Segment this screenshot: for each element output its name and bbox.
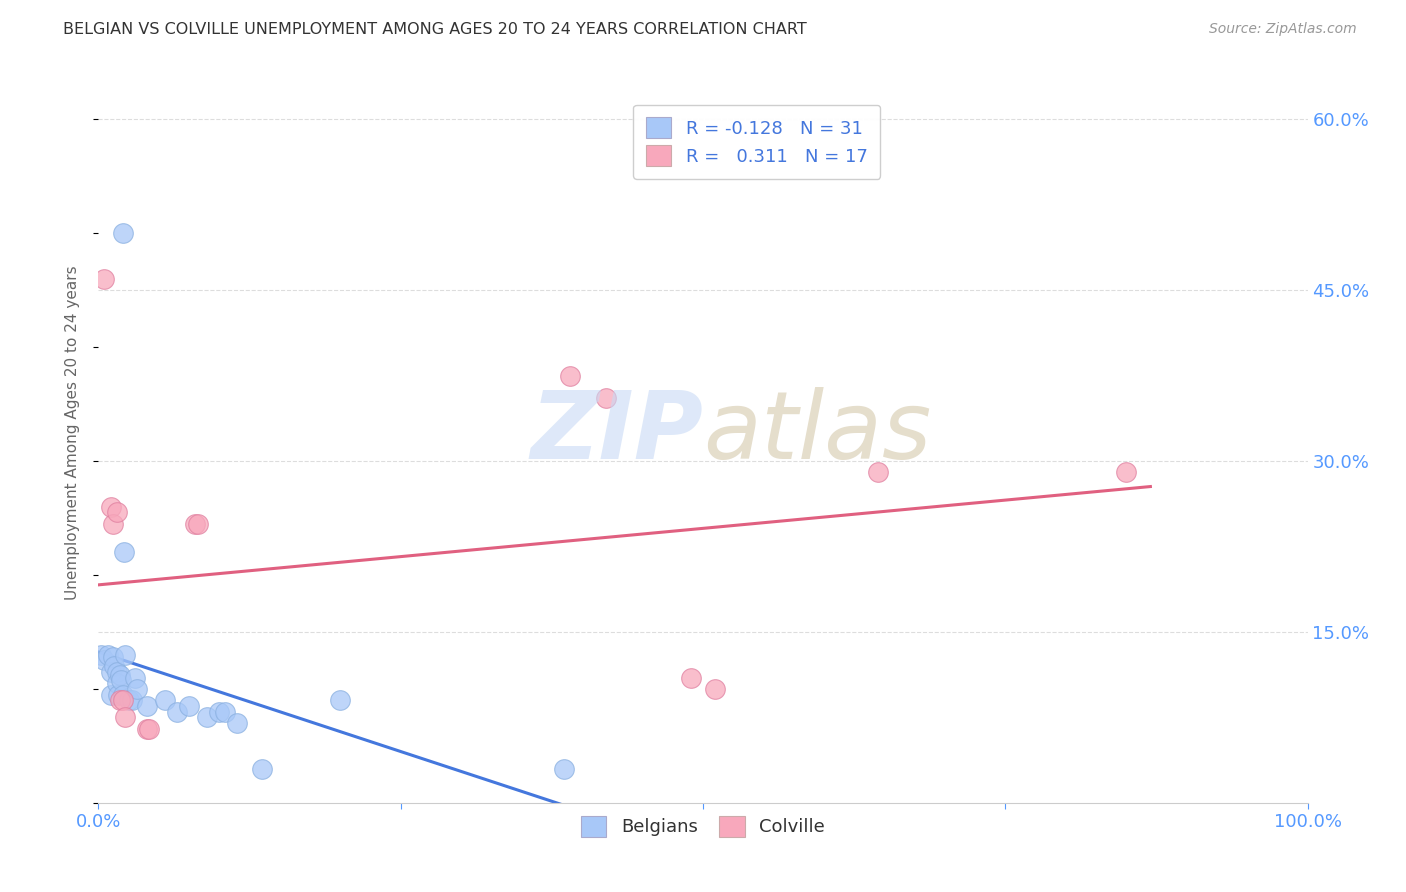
- Point: [114, 710, 136, 724]
- Point: [179, 698, 201, 713]
- Point: [97, 648, 120, 662]
- Point: [595, 392, 617, 406]
- Text: atlas: atlas: [703, 387, 931, 478]
- Point: [101, 516, 124, 531]
- Point: [195, 710, 218, 724]
- Point: [105, 665, 128, 679]
- Point: [187, 516, 209, 531]
- Y-axis label: Unemployment Among Ages 20 to 24 years: Unemployment Among Ages 20 to 24 years: [65, 265, 80, 600]
- Point: [127, 681, 149, 696]
- Point: [558, 368, 581, 383]
- Point: [103, 659, 125, 673]
- Text: BELGIAN VS COLVILLE UNEMPLOYMENT AMONG AGES 20 TO 24 YEARS CORRELATION CHART: BELGIAN VS COLVILLE UNEMPLOYMENT AMONG A…: [63, 22, 807, 37]
- Point: [100, 688, 122, 702]
- Point: [101, 650, 124, 665]
- Point: [679, 671, 702, 685]
- Point: [704, 681, 727, 696]
- Point: [111, 688, 134, 702]
- Point: [111, 227, 134, 241]
- Point: [93, 272, 115, 286]
- Point: [90, 648, 112, 662]
- Point: [214, 705, 236, 719]
- Point: [166, 705, 188, 719]
- Point: [135, 722, 157, 736]
- Point: [112, 545, 135, 559]
- Point: [868, 466, 890, 480]
- Point: [329, 693, 352, 707]
- Point: [108, 693, 131, 707]
- Point: [105, 505, 128, 519]
- Point: [553, 762, 575, 776]
- Point: [124, 671, 146, 685]
- Point: [153, 693, 176, 707]
- Legend: Belgians, Colville: Belgians, Colville: [572, 806, 834, 846]
- Text: Source: ZipAtlas.com: Source: ZipAtlas.com: [1209, 22, 1357, 37]
- Point: [110, 673, 132, 687]
- Point: [208, 705, 231, 719]
- Point: [121, 693, 143, 707]
- Point: [184, 516, 207, 531]
- Point: [138, 722, 160, 736]
- Point: [1115, 466, 1137, 480]
- Point: [108, 668, 131, 682]
- Text: ZIP: ZIP: [530, 386, 703, 479]
- Point: [135, 698, 157, 713]
- Point: [105, 676, 128, 690]
- Point: [226, 716, 249, 731]
- Point: [250, 762, 273, 776]
- Point: [100, 500, 122, 514]
- Point: [114, 648, 136, 662]
- Point: [111, 693, 134, 707]
- Point: [100, 665, 122, 679]
- Point: [118, 693, 141, 707]
- Point: [107, 688, 129, 702]
- Point: [93, 653, 115, 667]
